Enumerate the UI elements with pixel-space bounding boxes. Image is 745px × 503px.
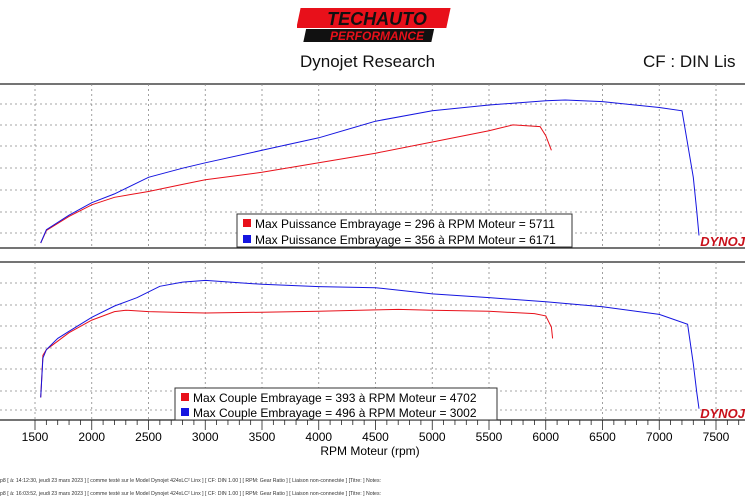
- legend-entry: Max Couple Embrayage = 393 à RPM Moteur …: [193, 391, 477, 405]
- legend-entry: Max Puissance Embrayage = 296 à RPM Mote…: [255, 217, 555, 231]
- techauto-logo: TECHAUTO PERFORMANCE: [297, 8, 451, 43]
- x-tick-label: 7500: [703, 430, 730, 444]
- x-tick-label: 7000: [646, 430, 673, 444]
- x-tick-label: 4000: [305, 430, 332, 444]
- dyno-brand-title: Dynojet Research: [300, 52, 436, 71]
- power-legend: Max Puissance Embrayage = 296 à RPM Mote…: [236, 213, 573, 248]
- x-tick-label: 5500: [476, 430, 503, 444]
- torque-curves: [40, 279, 700, 409]
- torque-legend: Max Couple Embrayage = 393 à RPM Moteur …: [174, 387, 498, 421]
- x-tick-label: 1500: [22, 430, 49, 444]
- x-tick-label: 3000: [192, 430, 219, 444]
- x-tick-label: 5000: [419, 430, 446, 444]
- power-curves: [40, 99, 700, 244]
- x-tick-label: 6500: [589, 430, 616, 444]
- rpm-axis: 1500 2000 2500 3000 3500 4000 4500 5000 5500 6000…: [22, 420, 740, 444]
- legend-entry: Max Puissance Embrayage = 356 à RPM Mote…: [255, 233, 556, 247]
- series-line-red: [40, 124, 552, 244]
- svg-text:PERFORMANCE: PERFORMANCE: [330, 29, 425, 43]
- x-tick-label: 2000: [78, 430, 105, 444]
- legend-entry: Max Couple Embrayage = 496 à RPM Moteur …: [193, 406, 477, 420]
- legend-swatch-red: [181, 393, 189, 401]
- series-line-blue: [40, 99, 700, 244]
- series-line-blue: [40, 279, 700, 409]
- dynojet-watermark-bottom: DYNOJ: [700, 406, 745, 421]
- run-info-line: p8 [ à: 16:03:52, jeudi 23 mars 2023 ] […: [0, 491, 381, 497]
- x-tick-label: 2500: [135, 430, 162, 444]
- x-axis-title: RPM Moteur (rpm): [320, 444, 419, 458]
- run-info-line: p8 [ à: 14:12:30, jeudi 23 mars 2023 ] […: [0, 478, 381, 484]
- legend-swatch-blue: [181, 408, 189, 416]
- x-tick-label: 6000: [532, 430, 559, 444]
- power-panel: DYNOJ: [0, 83, 745, 249]
- dynojet-watermark-top: DYNOJ: [700, 234, 745, 249]
- svg-text:TECHAUTO: TECHAUTO: [327, 9, 427, 29]
- correction-factor-label: CF : DIN Lis: [643, 52, 736, 71]
- series-line-red: [40, 308, 554, 398]
- x-tick-label: 3500: [249, 430, 276, 444]
- legend-swatch-red: [243, 219, 251, 227]
- legend-swatch-blue: [243, 235, 251, 243]
- x-tick-label: 4500: [362, 430, 389, 444]
